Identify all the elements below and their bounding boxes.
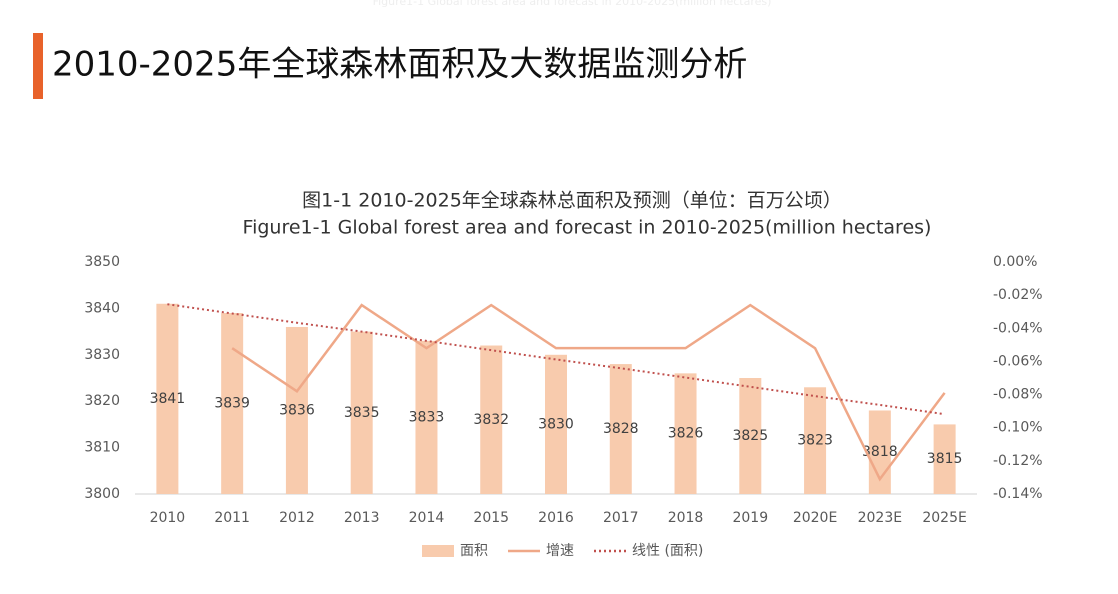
bar [480,345,503,494]
trend-line [167,303,945,416]
y2-tick-label: -0.02% [993,287,1043,303]
y2-tick-label: -0.08% [993,387,1043,403]
y-tick-label: 3800 [84,486,120,502]
data-label: 3830 [538,416,574,432]
data-label: 3835 [344,405,380,421]
data-label: 3828 [603,421,639,437]
bar [285,326,308,494]
data-label: 3839 [214,396,250,412]
y2-tick-label: 0.00% [993,254,1037,270]
x-tick-label: 2019 [732,510,768,526]
y2-tick-label: -0.06% [993,353,1043,369]
x-tick-label: 2014 [409,510,445,526]
bar [545,354,567,494]
data-label: 3823 [797,433,833,449]
x-tick-label: 2015 [473,510,509,526]
data-label: 3826 [668,426,704,442]
y-tick-label: 3850 [84,254,120,270]
y-tick-label: 3830 [84,347,120,363]
data-label: 3841 [150,391,186,407]
bar [674,373,697,494]
x-tick-label: 2020E [793,510,837,526]
bar [739,378,762,494]
accent-bar [33,33,43,99]
x-tick-label: 2017 [603,510,639,526]
x-tick-label: 2025E [922,510,966,526]
data-label: 3833 [409,409,445,425]
legend-label: 增速 [546,543,574,559]
data-label: 3815 [927,451,963,467]
y-tick-label: 3840 [84,300,120,316]
x-tick-label: 2010 [150,510,186,526]
x-tick-label: 2012 [279,510,315,526]
x-tick-label: 2011 [214,510,250,526]
legend-label: 面积 [460,543,488,559]
bar [609,364,632,494]
y2-tick-label: -0.04% [993,320,1043,336]
data-label: 3836 [279,402,315,418]
line [231,303,946,482]
legend-label: 线性 (面积) [632,543,703,559]
data-label: 3825 [732,428,768,444]
bar [933,424,956,494]
y2-tick-label: -0.10% [993,420,1043,436]
bar [350,331,373,494]
bar [804,387,827,494]
data-label: 3818 [862,444,898,460]
y2-tick-label: -0.12% [993,453,1043,469]
chart-subtitle: Figure1-1 Global forest area and forecas… [243,217,932,239]
bar [221,313,244,494]
x-tick-label: 2023E [858,510,902,526]
x-tick-label: 2016 [538,510,574,526]
y-tick-label: 3810 [84,440,120,456]
y2-tick-label: -0.14% [993,486,1043,502]
slide-title: 2010-2025年全球森林面积及大数据监测分析 [52,45,747,85]
chart-title: 图1-1 2010-2025年全球森林总面积及预测（单位：百万公顷） [302,190,842,212]
x-tick-label: 2013 [344,510,380,526]
y-tick-label: 3820 [84,393,120,409]
data-label: 3832 [473,412,509,428]
bar [156,303,179,494]
bar [415,340,438,494]
legend-swatch [422,545,454,557]
ghost-text: Figure1-1 Global forest area and forecas… [373,0,772,8]
x-tick-label: 2018 [668,510,704,526]
